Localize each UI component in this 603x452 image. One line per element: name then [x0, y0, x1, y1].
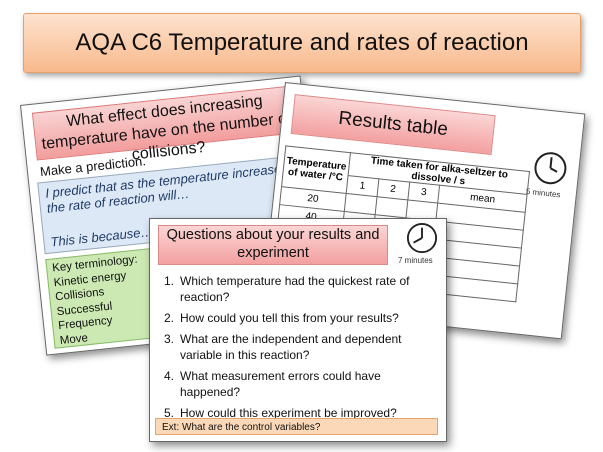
- key-terminology-box: Key terminology: Kinetic energy Collisio…: [45, 247, 165, 349]
- page-title: AQA C6 Temperature and rates of reaction: [23, 13, 581, 73]
- slide-questions: Questions about your results and experim…: [149, 218, 447, 442]
- list-item: 3. What are the independent and dependent…: [164, 332, 402, 362]
- slide-results-table: Results table 5 minutes Temperature of w…: [261, 82, 586, 340]
- extension-task: Ext: What are the control variables?: [155, 418, 438, 435]
- timer-label: 7 minutes: [398, 256, 433, 265]
- slide-question: What effect does increasing temperature …: [31, 85, 300, 164]
- results-title: Results table: [290, 94, 496, 155]
- because-text: This is because…: [49, 223, 155, 250]
- clock-icon: [534, 152, 567, 185]
- list-item: 5. How could this experiment be improved?: [164, 406, 397, 420]
- list-item: 1. Which temperature had the quickest rat…: [164, 274, 410, 304]
- timer-label: 5 minutes: [525, 186, 561, 200]
- list-item: 2. How could you tell this from your resu…: [164, 311, 399, 325]
- clock-icon: [406, 222, 438, 254]
- list-item: 4. What measurement errors could have hap…: [164, 369, 381, 399]
- questions-list: 1. Which temperature had the quickest rat…: [156, 273, 444, 426]
- col-temperature: Temperature of water /°C: [281, 145, 351, 194]
- questions-title: Questions about your results and experim…: [158, 225, 388, 265]
